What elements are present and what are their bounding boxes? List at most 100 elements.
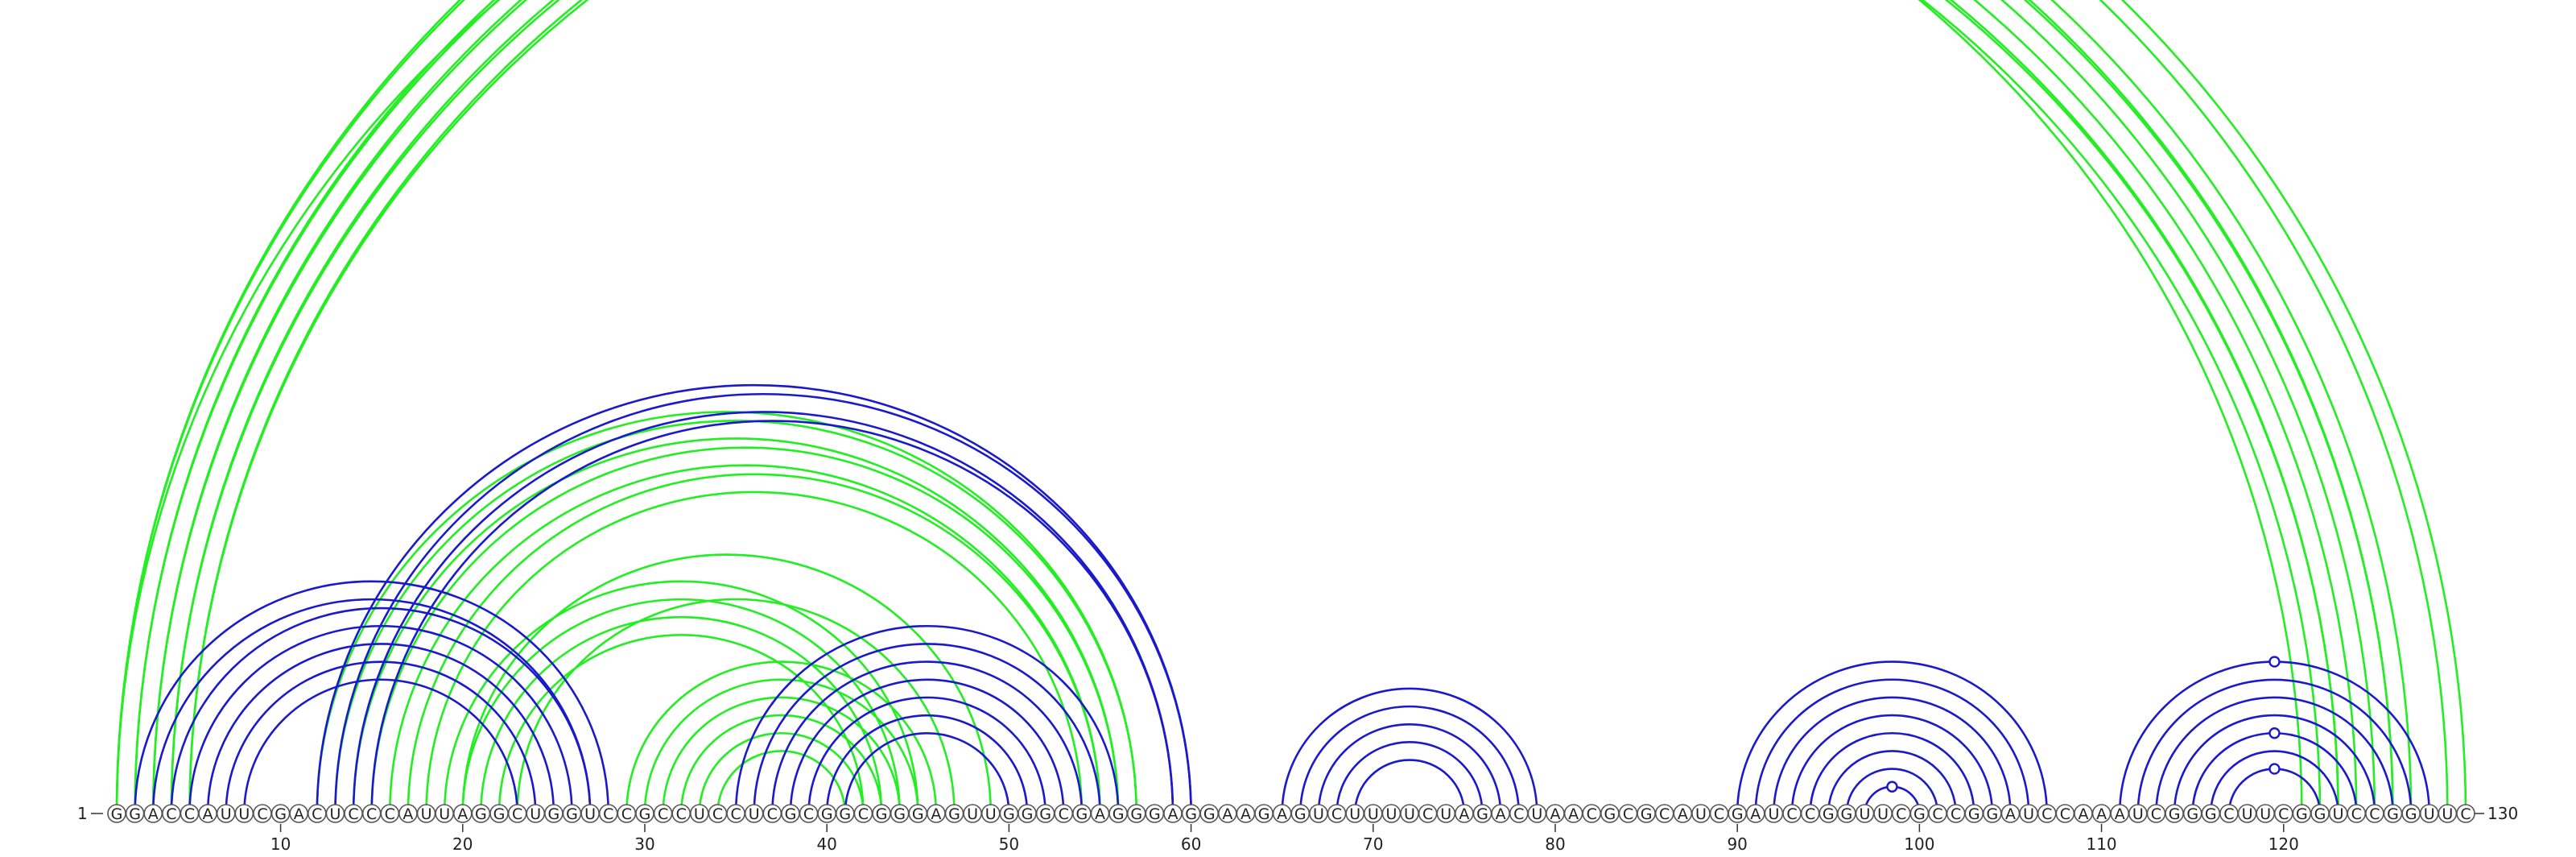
nucleotide-99: C xyxy=(1896,805,1906,823)
lower-arc-68-76 xyxy=(1335,741,1484,814)
lower-arc-114-125 xyxy=(2173,714,2376,814)
tick-label-70: 70 xyxy=(1363,834,1383,854)
upper-arc-12-57 xyxy=(316,410,1138,814)
nucleotide-13: U xyxy=(329,805,341,823)
nucleotide-73: C xyxy=(1422,805,1433,823)
upper-arc-33-42 xyxy=(698,732,865,814)
nucleotide-70: U xyxy=(1368,805,1379,823)
nucleotide-58: G xyxy=(1149,805,1161,823)
tick-label-60: 60 xyxy=(1181,834,1201,854)
nucleotide-75: A xyxy=(1459,805,1469,823)
lower-arc-37-54 xyxy=(771,660,1084,814)
lower-arc-36-55 xyxy=(753,643,1101,814)
nucleotide-111: A xyxy=(2115,805,2125,823)
tick-label-20: 20 xyxy=(452,834,473,854)
arc-apex-marker-115-124 xyxy=(2268,727,2281,739)
nucleotide-110: A xyxy=(2096,805,2107,823)
nucleotide-93: C xyxy=(1786,805,1797,823)
nucleotide-76: G xyxy=(1476,805,1488,823)
upper-arc-3-126 xyxy=(151,0,2394,814)
nucleotide-97: U xyxy=(1860,805,1871,823)
lower-arc-91-106 xyxy=(1754,678,2030,814)
nucleotide-130: C xyxy=(2460,805,2471,823)
nucleotide-26: G xyxy=(566,805,578,823)
lower-arc-95-102 xyxy=(1827,750,1957,814)
nucleotide-115: G xyxy=(2186,805,2198,823)
tick-label-100: 100 xyxy=(1904,834,1934,854)
upper-arc-14-56 xyxy=(352,437,1120,814)
base-pair-arcs xyxy=(115,0,2467,814)
nucleotide-74: U xyxy=(1440,805,1451,823)
upper-arc-3-125 xyxy=(151,0,2376,814)
start-position-label: 1 xyxy=(77,804,88,823)
lower-arc-15-59 xyxy=(370,420,1174,814)
lower-arc-13-60 xyxy=(334,392,1192,814)
arc-apex-marker-111-128 xyxy=(2268,656,2281,668)
nucleotide-27: U xyxy=(584,805,596,823)
nucleotide-68: C xyxy=(1331,805,1342,823)
upper-arc-2-126 xyxy=(134,0,2394,814)
nucleotide-60: G xyxy=(1185,805,1197,823)
lower-arc-14-59 xyxy=(352,410,1174,814)
nucleotide-9: C xyxy=(257,805,267,823)
upper-arc-13-57 xyxy=(334,420,1138,814)
nucleotide-117: C xyxy=(2223,805,2234,823)
nucleotide-35: C xyxy=(730,805,741,823)
nucleotide-41: G xyxy=(839,805,851,823)
nucleotide-5: C xyxy=(184,805,195,823)
nucleotide-36: U xyxy=(749,805,760,823)
nucleotide-55: A xyxy=(1095,805,1105,823)
upper-arc-31-44 xyxy=(662,696,901,814)
nucleotide-105: A xyxy=(2005,805,2016,823)
upper-arc-2-127 xyxy=(134,0,2413,814)
upper-arc-1-121 xyxy=(115,0,2303,814)
upper-arc-5-122 xyxy=(188,0,2322,814)
nucleotide-34: C xyxy=(712,805,723,823)
nucleotide-45: G xyxy=(912,805,924,823)
tick-label-30: 30 xyxy=(634,834,654,854)
upper-arc-34-41 xyxy=(716,750,847,814)
nucleotide-81: A xyxy=(1568,805,1579,823)
lower-arc-93-104 xyxy=(1790,714,1994,814)
nucleotide-52: G xyxy=(1039,805,1051,823)
nucleotide-86: C xyxy=(1659,805,1670,823)
nucleotide-69: U xyxy=(1349,805,1360,823)
nucleotide-17: A xyxy=(402,805,413,823)
nucleotide-122: G xyxy=(2314,805,2326,823)
nucleotide-108: C xyxy=(2060,805,2070,823)
lower-arc-12-60 xyxy=(316,383,1192,814)
upper-arc-29-46 xyxy=(625,660,938,814)
upper-arc-20-44 xyxy=(461,598,901,814)
nucleotide-71: U xyxy=(1385,805,1397,823)
lower-arc-96-101 xyxy=(1845,768,1939,814)
nucleotide-22: G xyxy=(493,805,506,823)
position-ticks: 10 20 30 40 50 60 70 80 90 100 110 120 xyxy=(270,824,2299,854)
nucleotide-100: G xyxy=(1913,805,1926,823)
lower-arc-7-24 xyxy=(225,660,537,814)
nucleotide-123: U xyxy=(2333,805,2344,823)
arc-apex-marker-97-100 xyxy=(1886,780,1898,793)
upper-arc-4-124 xyxy=(170,0,2358,814)
tick-label-90: 90 xyxy=(1727,834,1747,854)
lower-arc-41-50 xyxy=(844,732,1010,814)
nucleotide-25: G xyxy=(548,805,560,823)
nucleotide-112: U xyxy=(2132,805,2144,823)
nucleotide-91: A xyxy=(1750,805,1761,823)
upper-arc-22-42 xyxy=(497,634,865,814)
nucleotide-59: A xyxy=(1167,805,1178,823)
arc-apex-marker-117-122 xyxy=(2268,763,2281,775)
nucleotide-54: G xyxy=(1075,805,1088,823)
nucleotide-63: A xyxy=(1241,805,1251,823)
nucleotide-12: C xyxy=(312,805,322,823)
nucleotide-78: C xyxy=(1513,805,1524,823)
lower-arc-40-51 xyxy=(825,714,1029,814)
nucleotide-66: G xyxy=(1294,805,1307,823)
nucleotide-106: U xyxy=(2023,805,2034,823)
nucleotide-114: G xyxy=(2169,805,2181,823)
nucleotide-72: U xyxy=(1404,805,1415,823)
lower-arc-69-75 xyxy=(1353,759,1466,814)
nucleotide-21: G xyxy=(475,805,487,823)
upper-arc-30-45 xyxy=(643,678,919,814)
lower-arc-67-77 xyxy=(1317,722,1502,814)
nucleotide-120: C xyxy=(2278,805,2289,823)
